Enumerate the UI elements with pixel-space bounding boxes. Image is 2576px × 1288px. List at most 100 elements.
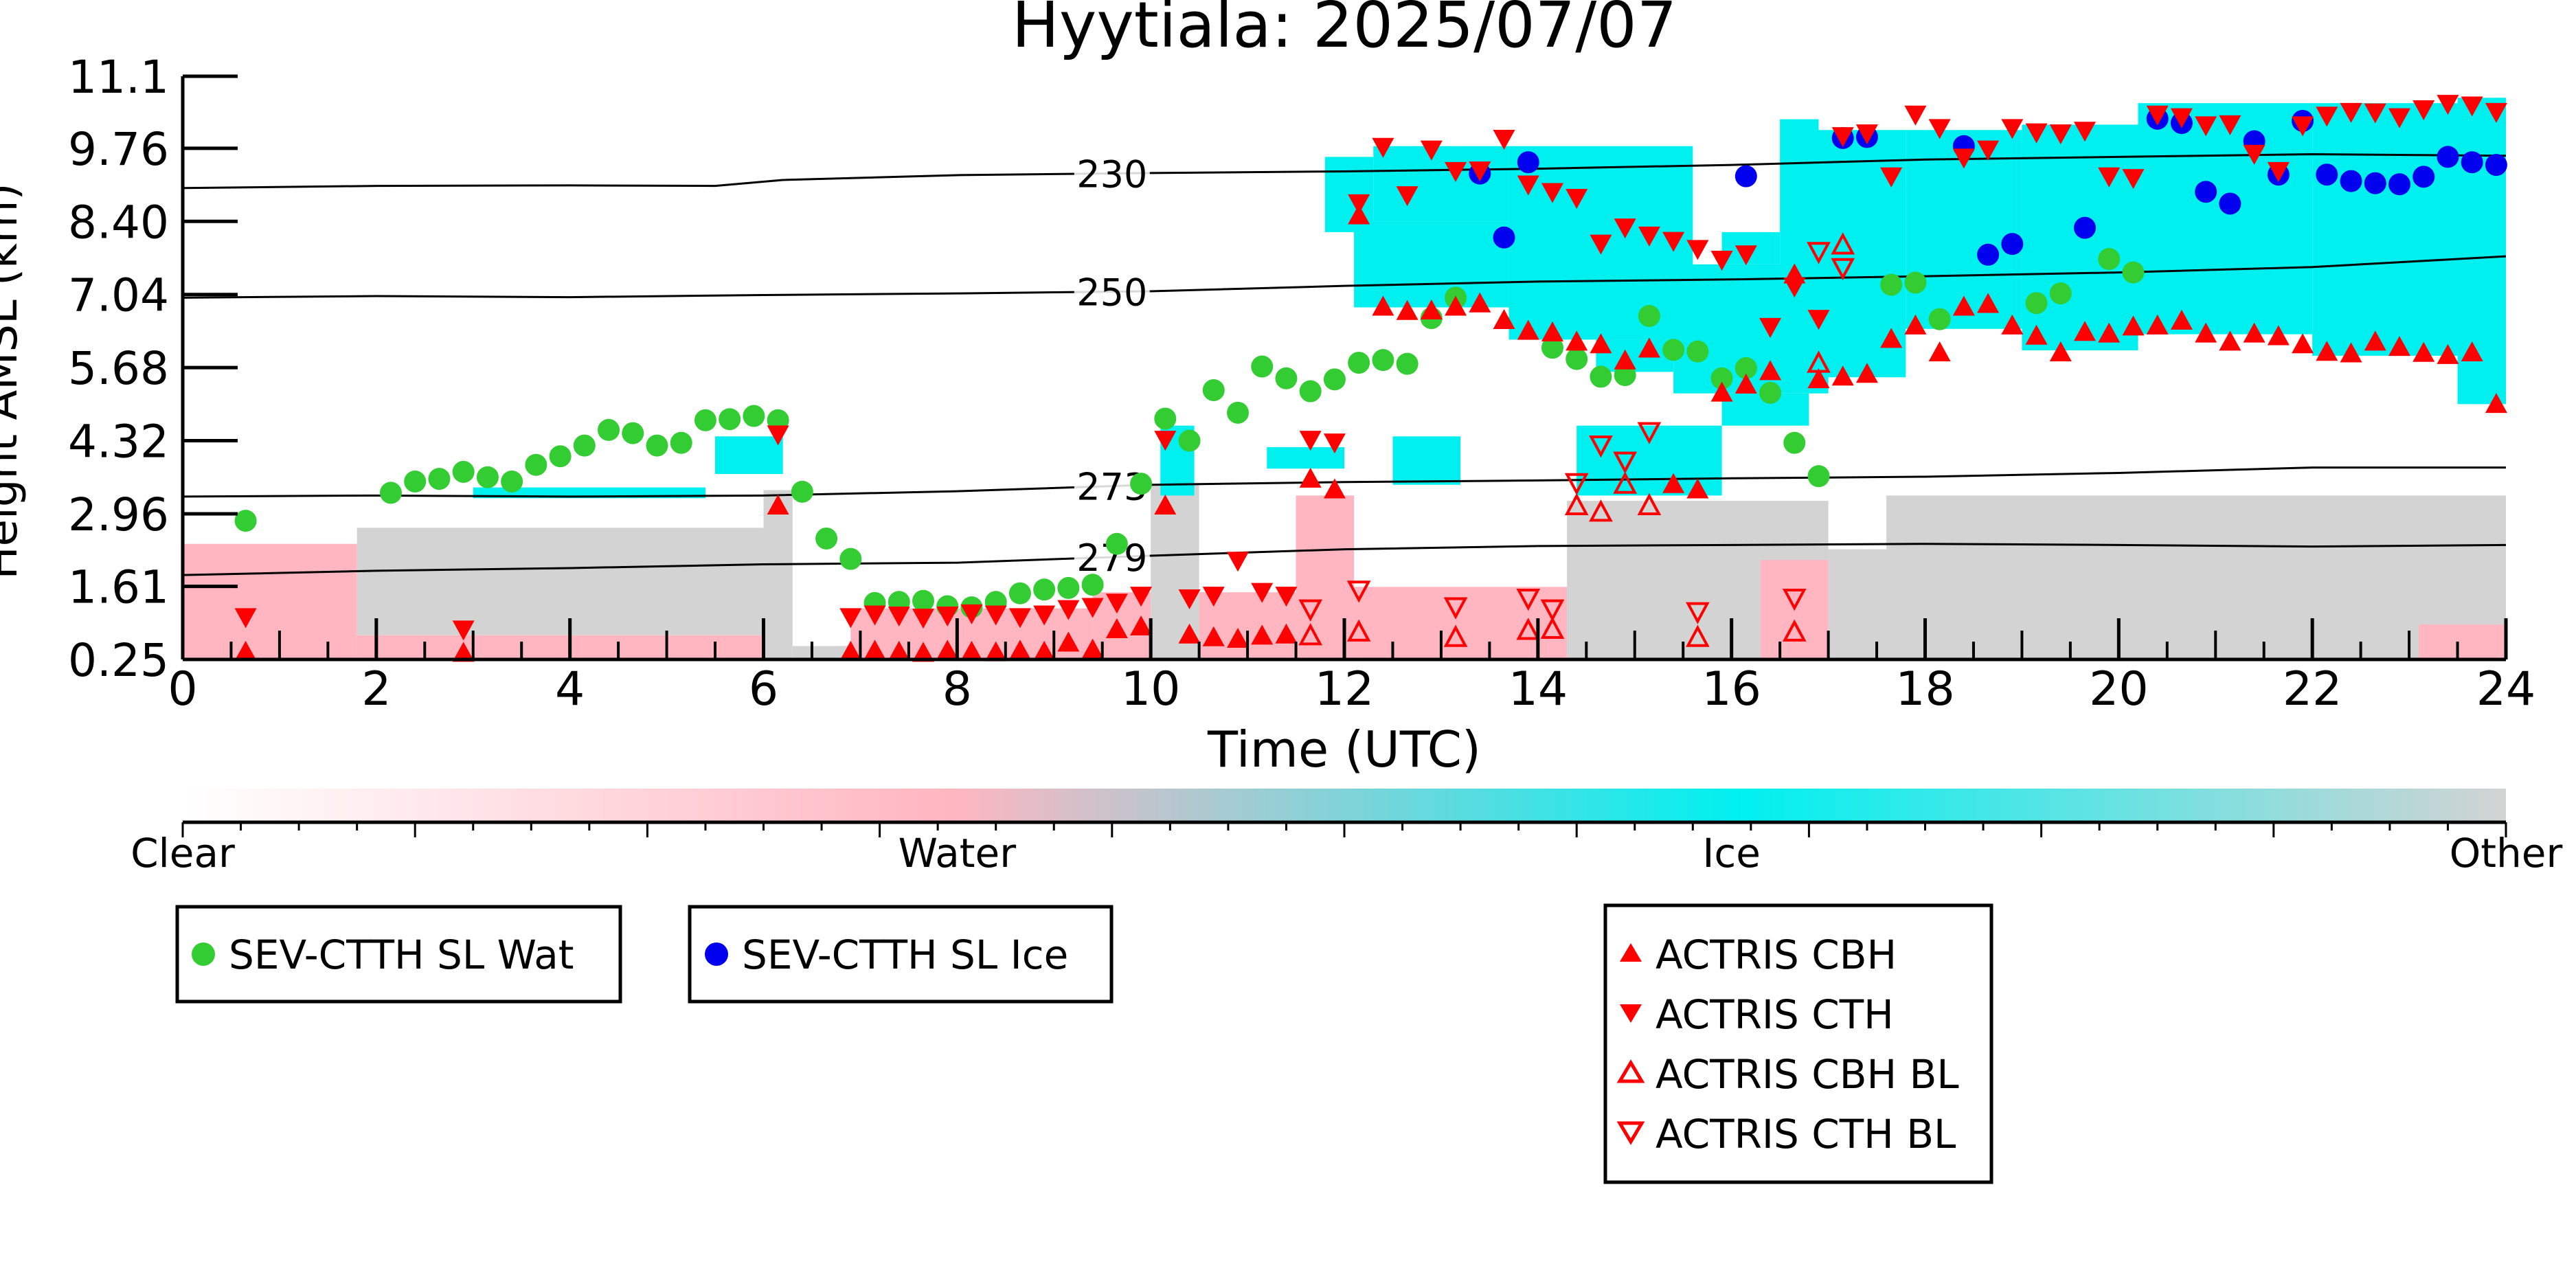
point-sev-ctth-sl-ice: [2437, 146, 2459, 168]
point-actris-cbh: [1081, 638, 1104, 659]
point-actris-cth: [2170, 108, 2193, 128]
point-actris-cth: [1251, 583, 1274, 603]
point-actris-cbh: [2049, 341, 2072, 361]
point-sev-ctth-sl-wat: [670, 431, 692, 454]
point-actris-cbh: [1445, 295, 1467, 316]
point-actris-cth: [2243, 144, 2266, 165]
colorbar-label-water: Water: [899, 830, 1017, 877]
legend-marker-actris-cbh-bl: [1616, 1059, 1645, 1083]
phase-region: [2138, 103, 2313, 335]
x-tick-label: 22: [2283, 662, 2342, 716]
x-tick-label: 20: [2089, 662, 2149, 716]
point-actris-cbh: [936, 640, 959, 660]
point-actris-cth: [1686, 240, 1709, 260]
point-actris-cth: [2098, 167, 2121, 188]
colorbar-gradient: [183, 789, 2506, 822]
point-actris-cth: [2388, 108, 2410, 128]
point-sev-ctth-sl-ice: [2316, 163, 2338, 186]
phase-region: [2419, 624, 2506, 659]
point-actris-cbh: [1469, 292, 1491, 313]
isotherm-line-273: [182, 466, 2506, 498]
y-tick-label: 9.76: [68, 123, 169, 176]
point-actris-cbh: [1251, 624, 1274, 645]
point-actris-cth: [1831, 127, 1854, 148]
point-actris-cbh: [1372, 295, 1394, 316]
point-actris-cbh-bl: [1831, 232, 1855, 255]
point-actris-cth: [767, 425, 789, 446]
point-actris-cbh: [1831, 365, 1854, 386]
point-actris-cth: [1904, 105, 1927, 126]
point-actris-cth: [1396, 186, 1419, 207]
point-actris-cbh: [1275, 623, 1298, 644]
point-actris-cbh: [1517, 319, 1539, 340]
point-actris-cbh: [1807, 368, 1830, 389]
point-sev-ctth-sl-wat: [1710, 367, 1733, 389]
point-actris-cth: [2074, 122, 2097, 142]
point-sev-ctth-sl-wat: [815, 527, 838, 550]
y-tick-label: 5.68: [68, 342, 169, 395]
point-sev-ctth-sl-wat: [622, 422, 644, 444]
point-actris-cbh: [1759, 360, 1782, 381]
point-sev-ctth-sl-wat: [573, 434, 596, 457]
legend-label-actris-cbh: ACTRIS CBH: [1656, 931, 1897, 978]
point-actris-cbh: [912, 642, 935, 662]
point-actris-cth: [1880, 167, 1903, 188]
isotherm-line-230: [182, 152, 2507, 190]
point-actris-cth-bl: [1589, 436, 1613, 458]
point-sev-ctth-sl-wat: [2122, 261, 2145, 284]
point-sev-ctth-sl-wat: [1759, 381, 1782, 404]
point-actris-cth-bl: [1637, 422, 1662, 444]
marker-layer: [234, 95, 2507, 662]
point-sev-ctth-sl-ice: [2364, 172, 2386, 194]
point-sev-ctth-sl-wat: [1372, 349, 1394, 372]
point-actris-cbh: [2025, 324, 2048, 345]
point-actris-cbh: [1323, 478, 1346, 499]
point-actris-cth-bl: [1613, 451, 1638, 474]
isotherm-label-230: 230: [1076, 152, 1147, 196]
point-sev-ctth-sl-wat: [743, 405, 765, 427]
point-actris-cbh: [452, 642, 475, 662]
point-sev-ctth-sl-wat: [1348, 352, 1370, 374]
point-sev-ctth-sl-ice: [2461, 151, 2483, 174]
point-actris-cbh: [2413, 341, 2435, 362]
point-actris-cth: [2413, 100, 2435, 120]
point-actris-cbh: [2074, 321, 2097, 341]
point-actris-cbh: [1226, 628, 1249, 648]
point-sev-ctth-sl-wat: [1275, 367, 1298, 389]
y-tick-label: 4.32: [68, 416, 169, 468]
point-actris-cth: [839, 608, 862, 629]
point-actris-cth: [2195, 116, 2217, 137]
point-actris-cbh: [1880, 328, 1903, 348]
axes: 0 2 4 6 8 10 12 14 16 18 20 22 240.251.612.964.325.6…: [68, 51, 2535, 716]
point-actris-cbh-bl: [1540, 616, 1565, 639]
point-actris-cbh-bl: [1782, 619, 1807, 642]
point-actris-cbh: [863, 640, 886, 660]
isotherm-label-bg: [1074, 273, 1150, 310]
point-actris-cth: [1662, 231, 1685, 252]
point-actris-cth: [2049, 124, 2072, 145]
point-actris-cth: [1614, 218, 1636, 239]
point-actris-cbh: [2461, 341, 2483, 361]
point-sev-ctth-sl-wat: [1566, 348, 1588, 370]
point-actris-cbh: [2340, 342, 2362, 363]
point-sev-ctth-sl-wat: [1541, 337, 1563, 359]
point-sev-ctth-sl-wat: [1008, 582, 1031, 605]
chart-title: Hyytiala: 2025/07/07: [1012, 0, 1677, 62]
point-actris-cbh: [1299, 467, 1322, 488]
point-actris-cth: [1033, 605, 1056, 626]
colorbar: Clear Water Ice Other: [131, 789, 2562, 877]
point-actris-cbh: [2364, 330, 2386, 351]
point-actris-cbh: [2316, 341, 2338, 361]
point-sev-ctth-sl-wat: [719, 408, 741, 431]
point-sev-ctth-sl-ice: [2001, 233, 2024, 256]
point-sev-ctth-sl-wat: [1057, 576, 1080, 599]
colorbar-label-clear: Clear: [131, 830, 235, 877]
point-actris-cth: [1226, 552, 1249, 572]
phase-region: [792, 646, 851, 659]
legend-box: [175, 905, 622, 1004]
point-sev-ctth-sl-wat: [1033, 578, 1056, 601]
point-actris-cth: [1590, 234, 1612, 255]
legend-label-actris-cth: ACTRIS CTH: [1656, 991, 1894, 1038]
